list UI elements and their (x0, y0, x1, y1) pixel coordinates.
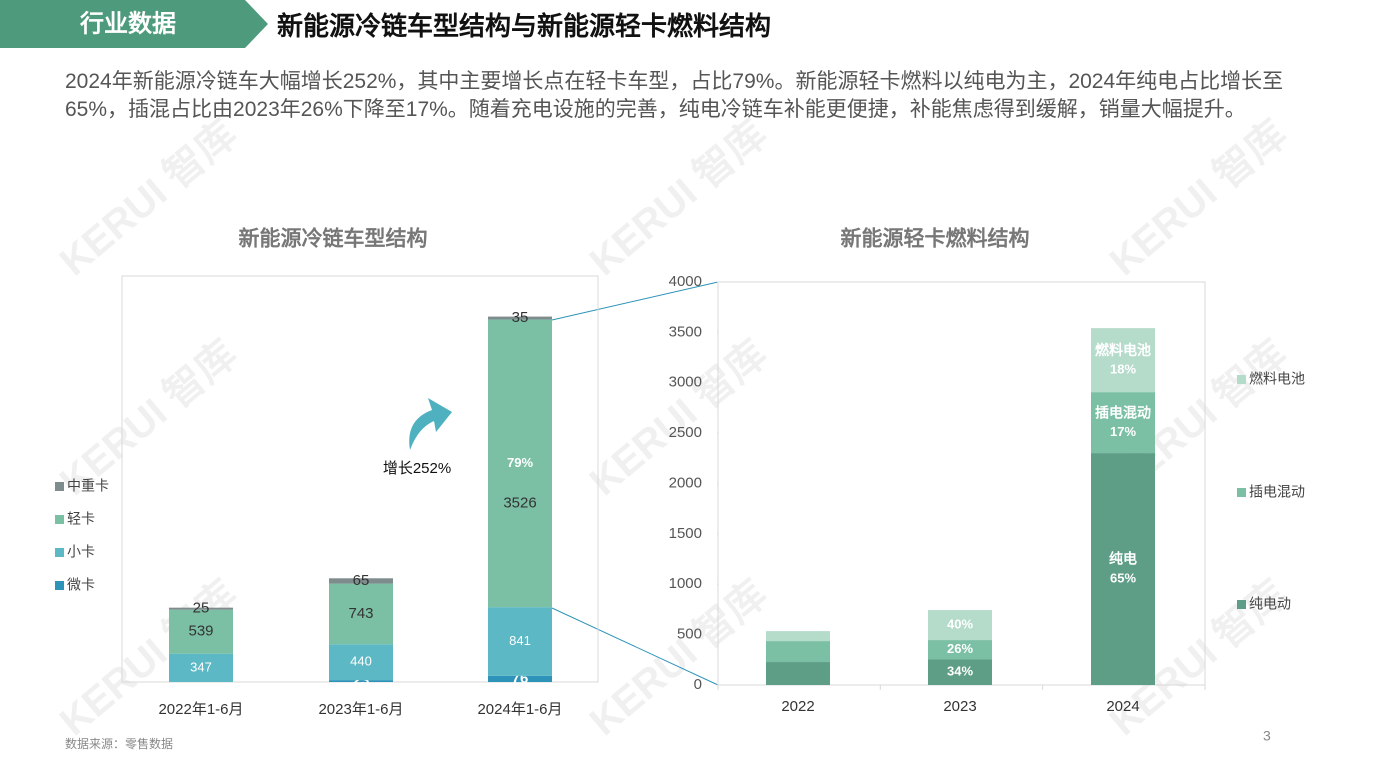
bar-segment (329, 680, 393, 682)
bar-segment (329, 644, 393, 681)
y-tick-label: 500 (677, 626, 702, 643)
bar-segment (169, 609, 233, 654)
value-label: 440 (350, 654, 372, 669)
legend-swatch (55, 482, 64, 491)
slide-title: 新能源冷链车型结构与新能源轻卡燃料结构 (277, 11, 771, 41)
share-label: 17% (1110, 424, 1136, 439)
legend-label: 微卡 (67, 577, 95, 593)
segment-label: 燃料电池 (1095, 342, 1151, 358)
x-tick-label: 2023年1-6月 (318, 701, 403, 718)
legend-label: 燃料电池 (1249, 371, 1305, 387)
watermark: KERUI 智库 (52, 112, 245, 284)
chart-title: 新能源冷链车型结构 (239, 227, 428, 251)
watermark: KERUI 智库 (582, 112, 775, 284)
y-tick-label: 1500 (669, 525, 702, 542)
x-tick-label: 2024 (1106, 698, 1139, 715)
bar-segment (1091, 453, 1155, 685)
bar-segment (488, 675, 552, 682)
y-tick-label: 4000 (669, 273, 702, 290)
bar-segment (928, 659, 992, 685)
bar-segment (766, 631, 830, 642)
y-tick-label: 2500 (669, 424, 702, 441)
legend-label: 插电混动 (1249, 484, 1305, 500)
y-tick-label: 3000 (669, 374, 702, 391)
x-tick-label: 2023 (943, 698, 976, 715)
watermark: KERUI 智库 (1102, 112, 1295, 284)
connector (551, 281, 719, 321)
bar-segment (928, 640, 992, 660)
bar-segment (766, 641, 830, 663)
value-label: 35 (512, 309, 529, 326)
value-label: 65 (353, 572, 370, 589)
legend-swatch (55, 581, 64, 590)
value-label: 347 (190, 659, 212, 674)
value-label: 539 (188, 623, 213, 640)
value-label: 743 (348, 605, 373, 622)
bar-segment (766, 662, 830, 685)
share-label: 26% (947, 641, 973, 656)
bar-segment (329, 578, 393, 584)
y-tick-label: 0 (694, 676, 702, 693)
value-label: 25 (193, 600, 210, 617)
connector (551, 607, 719, 686)
segment-label: 插电混动 (1095, 404, 1151, 420)
annotation: 增长252% (383, 460, 451, 477)
x-tick-label: 2022年1-6月 (158, 701, 243, 718)
header-band (0, 0, 268, 48)
legend-label: 纯电动 (1249, 596, 1291, 612)
bar-segment (329, 583, 393, 645)
y-tick-label: 2000 (669, 474, 702, 491)
legend-label: 中重卡 (67, 478, 109, 494)
share-label: 79% (507, 455, 533, 470)
growth-arrow (409, 398, 452, 450)
x-tick-label: 2022 (781, 698, 814, 715)
legend-swatch (55, 548, 64, 557)
bar-segment (1091, 392, 1155, 454)
y-tick-label: 3500 (669, 323, 702, 340)
bar-segment (488, 316, 552, 320)
x-tick-label: 2024年1-6月 (477, 701, 562, 718)
legend-label: 小卡 (67, 544, 95, 560)
share-label: 34% (947, 664, 973, 679)
value-label: 3526 (503, 494, 536, 511)
watermark: KERUI 智库 (582, 572, 775, 744)
legend-label: 轻卡 (67, 511, 95, 527)
bar-segment (1091, 328, 1155, 393)
description: 2024年新能源冷链车大幅增长252%，其中主要增长点在轻卡车型，占比79%。新… (65, 70, 1284, 121)
bar-segment (169, 607, 233, 610)
y-tick-label: 1000 (669, 575, 702, 592)
value-label: 841 (509, 633, 531, 648)
bar-segment (928, 610, 992, 641)
page-number: 3 (1263, 728, 1271, 744)
chart-title: 新能源轻卡燃料结构 (841, 227, 1030, 251)
share-label: 18% (1110, 362, 1136, 377)
bar-segment (169, 653, 233, 682)
legend-swatch (55, 515, 64, 524)
bar-segment (488, 607, 552, 676)
legend-swatch (1237, 600, 1246, 609)
section-label: 行业数据 (79, 9, 176, 37)
share-label: 40% (947, 616, 973, 631)
segment-label: 纯电 (1109, 551, 1137, 567)
legend-swatch (1237, 488, 1246, 497)
source: 数据来源：零售数据 (65, 736, 173, 751)
share-label: 65% (1110, 570, 1136, 585)
bar-segment (488, 319, 552, 608)
legend-swatch (1237, 375, 1246, 384)
